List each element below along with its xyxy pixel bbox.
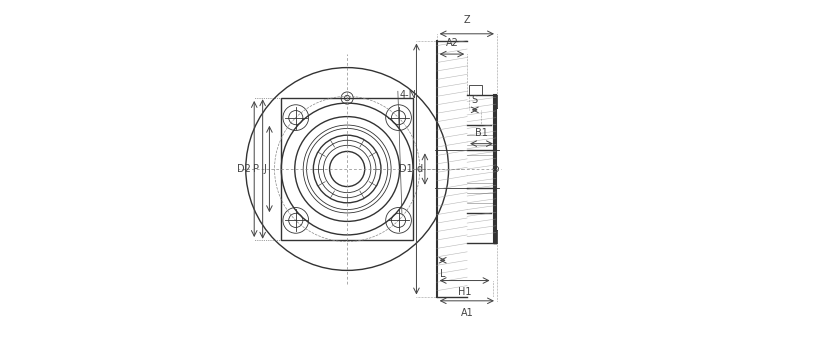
Text: B1: B1 <box>475 127 488 138</box>
Text: H1: H1 <box>458 287 472 297</box>
Bar <box>282 98 413 240</box>
Text: J: J <box>264 164 267 174</box>
Text: d: d <box>416 164 422 174</box>
Text: L: L <box>440 269 446 279</box>
Bar <box>469 84 482 95</box>
Text: A1: A1 <box>460 308 473 318</box>
Text: D2: D2 <box>237 164 251 174</box>
Text: A2: A2 <box>446 38 459 48</box>
Text: D1: D1 <box>399 164 412 174</box>
Text: Z: Z <box>463 15 470 25</box>
Text: S: S <box>472 95 478 105</box>
Text: P: P <box>253 164 259 174</box>
Text: 4-N: 4-N <box>400 90 416 100</box>
